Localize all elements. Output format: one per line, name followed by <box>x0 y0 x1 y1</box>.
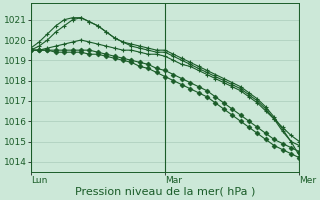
X-axis label: Pression niveau de la mer( hPa ): Pression niveau de la mer( hPa ) <box>75 187 255 197</box>
